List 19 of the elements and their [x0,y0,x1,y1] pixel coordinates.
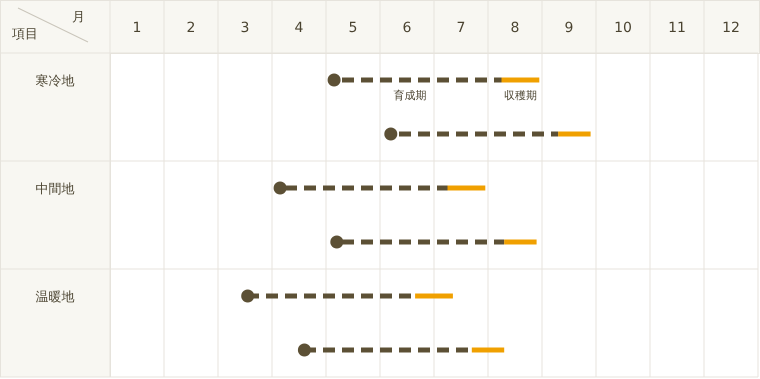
y-axis-title: 項目 [11,27,38,42]
x-tick-label: 4 [294,20,304,36]
x-tick-label: 5 [348,20,358,36]
x-tick-label: 9 [564,20,574,36]
x-axis-title: 月 [72,10,85,25]
series-label: 育成期 [393,89,426,102]
x-tick-label: 7 [456,20,466,36]
x-tick-label: 8 [510,20,520,36]
y-tick-label: 寒冷地 [36,73,74,89]
y-tick-label: 中間地 [36,182,74,197]
x-tick-label: 3 [240,20,250,36]
x-tick-label: 12 [722,20,740,36]
x-tick-label: 2 [186,20,196,36]
x-tick-label: 10 [614,20,632,36]
x-tick-label: 11 [668,20,686,36]
y-tick-label: 温暖地 [36,290,74,305]
x-tick-label: 1 [132,20,142,36]
x-tick-label: 6 [402,20,412,36]
series-label: 収穫期 [504,89,537,102]
